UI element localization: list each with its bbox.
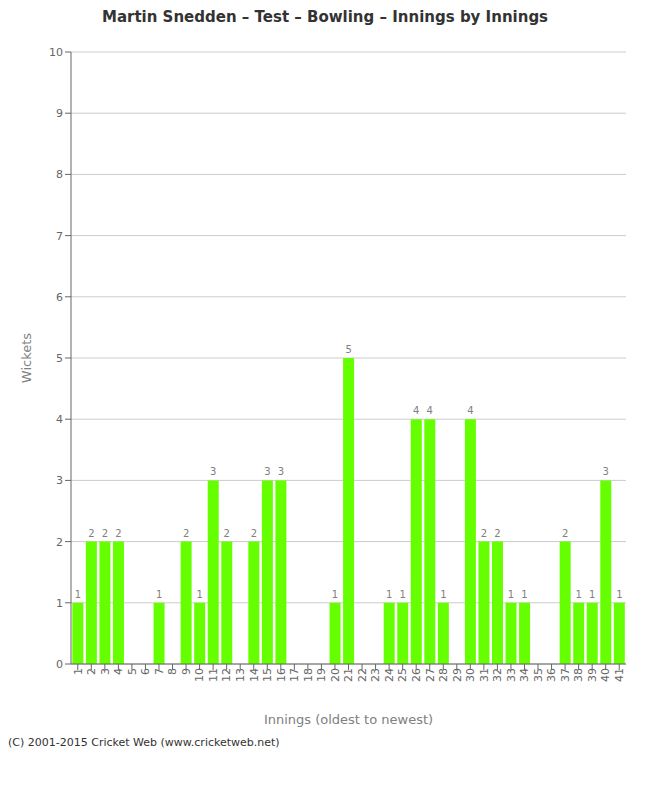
svg-text:1: 1	[440, 589, 446, 600]
svg-text:10: 10	[193, 668, 206, 682]
svg-text:40: 40	[600, 668, 613, 682]
svg-text:1: 1	[56, 597, 63, 610]
svg-text:1: 1	[75, 589, 81, 600]
svg-text:2: 2	[562, 528, 568, 539]
svg-text:Wickets: Wickets	[19, 333, 34, 383]
svg-text:25: 25	[396, 668, 409, 682]
svg-text:3: 3	[603, 466, 609, 477]
svg-text:3: 3	[99, 668, 112, 675]
svg-text:2: 2	[183, 528, 189, 539]
svg-text:23: 23	[369, 668, 382, 682]
svg-text:38: 38	[572, 668, 585, 682]
svg-text:20: 20	[329, 668, 342, 682]
svg-text:34: 34	[518, 668, 531, 682]
svg-text:10: 10	[49, 46, 63, 59]
svg-text:8: 8	[56, 168, 63, 181]
svg-text:1: 1	[156, 589, 162, 600]
svg-text:7: 7	[56, 230, 63, 243]
svg-text:6: 6	[56, 291, 63, 304]
svg-text:4: 4	[467, 405, 473, 416]
svg-text:15: 15	[261, 668, 274, 682]
svg-text:33: 33	[505, 668, 518, 682]
svg-text:17: 17	[288, 668, 301, 682]
svg-text:13: 13	[234, 668, 247, 682]
svg-text:16: 16	[275, 668, 288, 682]
svg-text:4: 4	[427, 405, 433, 416]
svg-text:22: 22	[356, 668, 369, 682]
svg-text:21: 21	[342, 668, 355, 682]
svg-text:26: 26	[410, 668, 423, 682]
svg-text:2: 2	[56, 536, 63, 549]
svg-text:1: 1	[72, 668, 85, 675]
html-text:(C) 2001-2015 Cricket Web (www: (C) 2001-2015 Cricket Web (www.cricketwe…	[8, 736, 280, 749]
svg-text:1: 1	[521, 589, 527, 600]
svg-text:11: 11	[207, 668, 220, 682]
svg-text:1: 1	[589, 589, 595, 600]
svg-text:1: 1	[576, 589, 582, 600]
svg-text:1: 1	[400, 589, 406, 600]
svg-text:3: 3	[278, 466, 284, 477]
svg-text:37: 37	[559, 668, 572, 682]
svg-text:5: 5	[345, 344, 351, 355]
svg-text:9: 9	[180, 668, 193, 675]
svg-text:2: 2	[102, 528, 108, 539]
svg-text:2: 2	[251, 528, 257, 539]
svg-text:4: 4	[112, 668, 125, 675]
svg-text:2: 2	[115, 528, 121, 539]
svg-text:1: 1	[386, 589, 392, 600]
svg-text:24: 24	[383, 668, 396, 682]
svg-text:5: 5	[126, 668, 139, 675]
svg-text:12: 12	[220, 668, 233, 682]
svg-text:6: 6	[139, 668, 152, 675]
svg-text:19: 19	[315, 668, 328, 682]
svg-text:18: 18	[302, 668, 315, 682]
svg-text:0: 0	[56, 658, 63, 671]
svg-text:1: 1	[196, 589, 202, 600]
svg-text:32: 32	[491, 668, 504, 682]
svg-text:39: 39	[586, 668, 599, 682]
svg-text:9: 9	[56, 107, 63, 120]
svg-text:3: 3	[210, 466, 216, 477]
svg-text:1: 1	[508, 589, 514, 600]
svg-text:41: 41	[613, 668, 626, 682]
svg-text:1: 1	[332, 589, 338, 600]
svg-text:5: 5	[56, 352, 63, 365]
svg-text:27: 27	[424, 668, 437, 682]
svg-text:3: 3	[56, 474, 63, 487]
svg-text:36: 36	[545, 668, 558, 682]
svg-text:3: 3	[264, 466, 270, 477]
svg-text:8: 8	[166, 668, 179, 675]
svg-text:4: 4	[413, 405, 419, 416]
svg-text:2: 2	[88, 528, 94, 539]
svg-text:7: 7	[153, 668, 166, 675]
svg-text:29: 29	[451, 668, 464, 682]
svg-text:2: 2	[224, 528, 230, 539]
svg-text:28: 28	[437, 668, 450, 682]
svg-text:2: 2	[481, 528, 487, 539]
svg-text:2: 2	[494, 528, 500, 539]
svg-text:30: 30	[464, 668, 477, 682]
svg-text:Innings (oldest to newest): Innings (oldest to newest)	[264, 712, 433, 727]
svg-text:31: 31	[478, 668, 491, 682]
svg-text:14: 14	[248, 668, 261, 682]
svg-text:35: 35	[532, 668, 545, 682]
svg-text:1: 1	[616, 589, 622, 600]
svg-text:4: 4	[56, 413, 63, 426]
html-text:Martin Snedden – Test – Bowlin: Martin Snedden – Test – Bowling – Inning…	[102, 8, 548, 26]
svg-text:2: 2	[85, 668, 98, 675]
